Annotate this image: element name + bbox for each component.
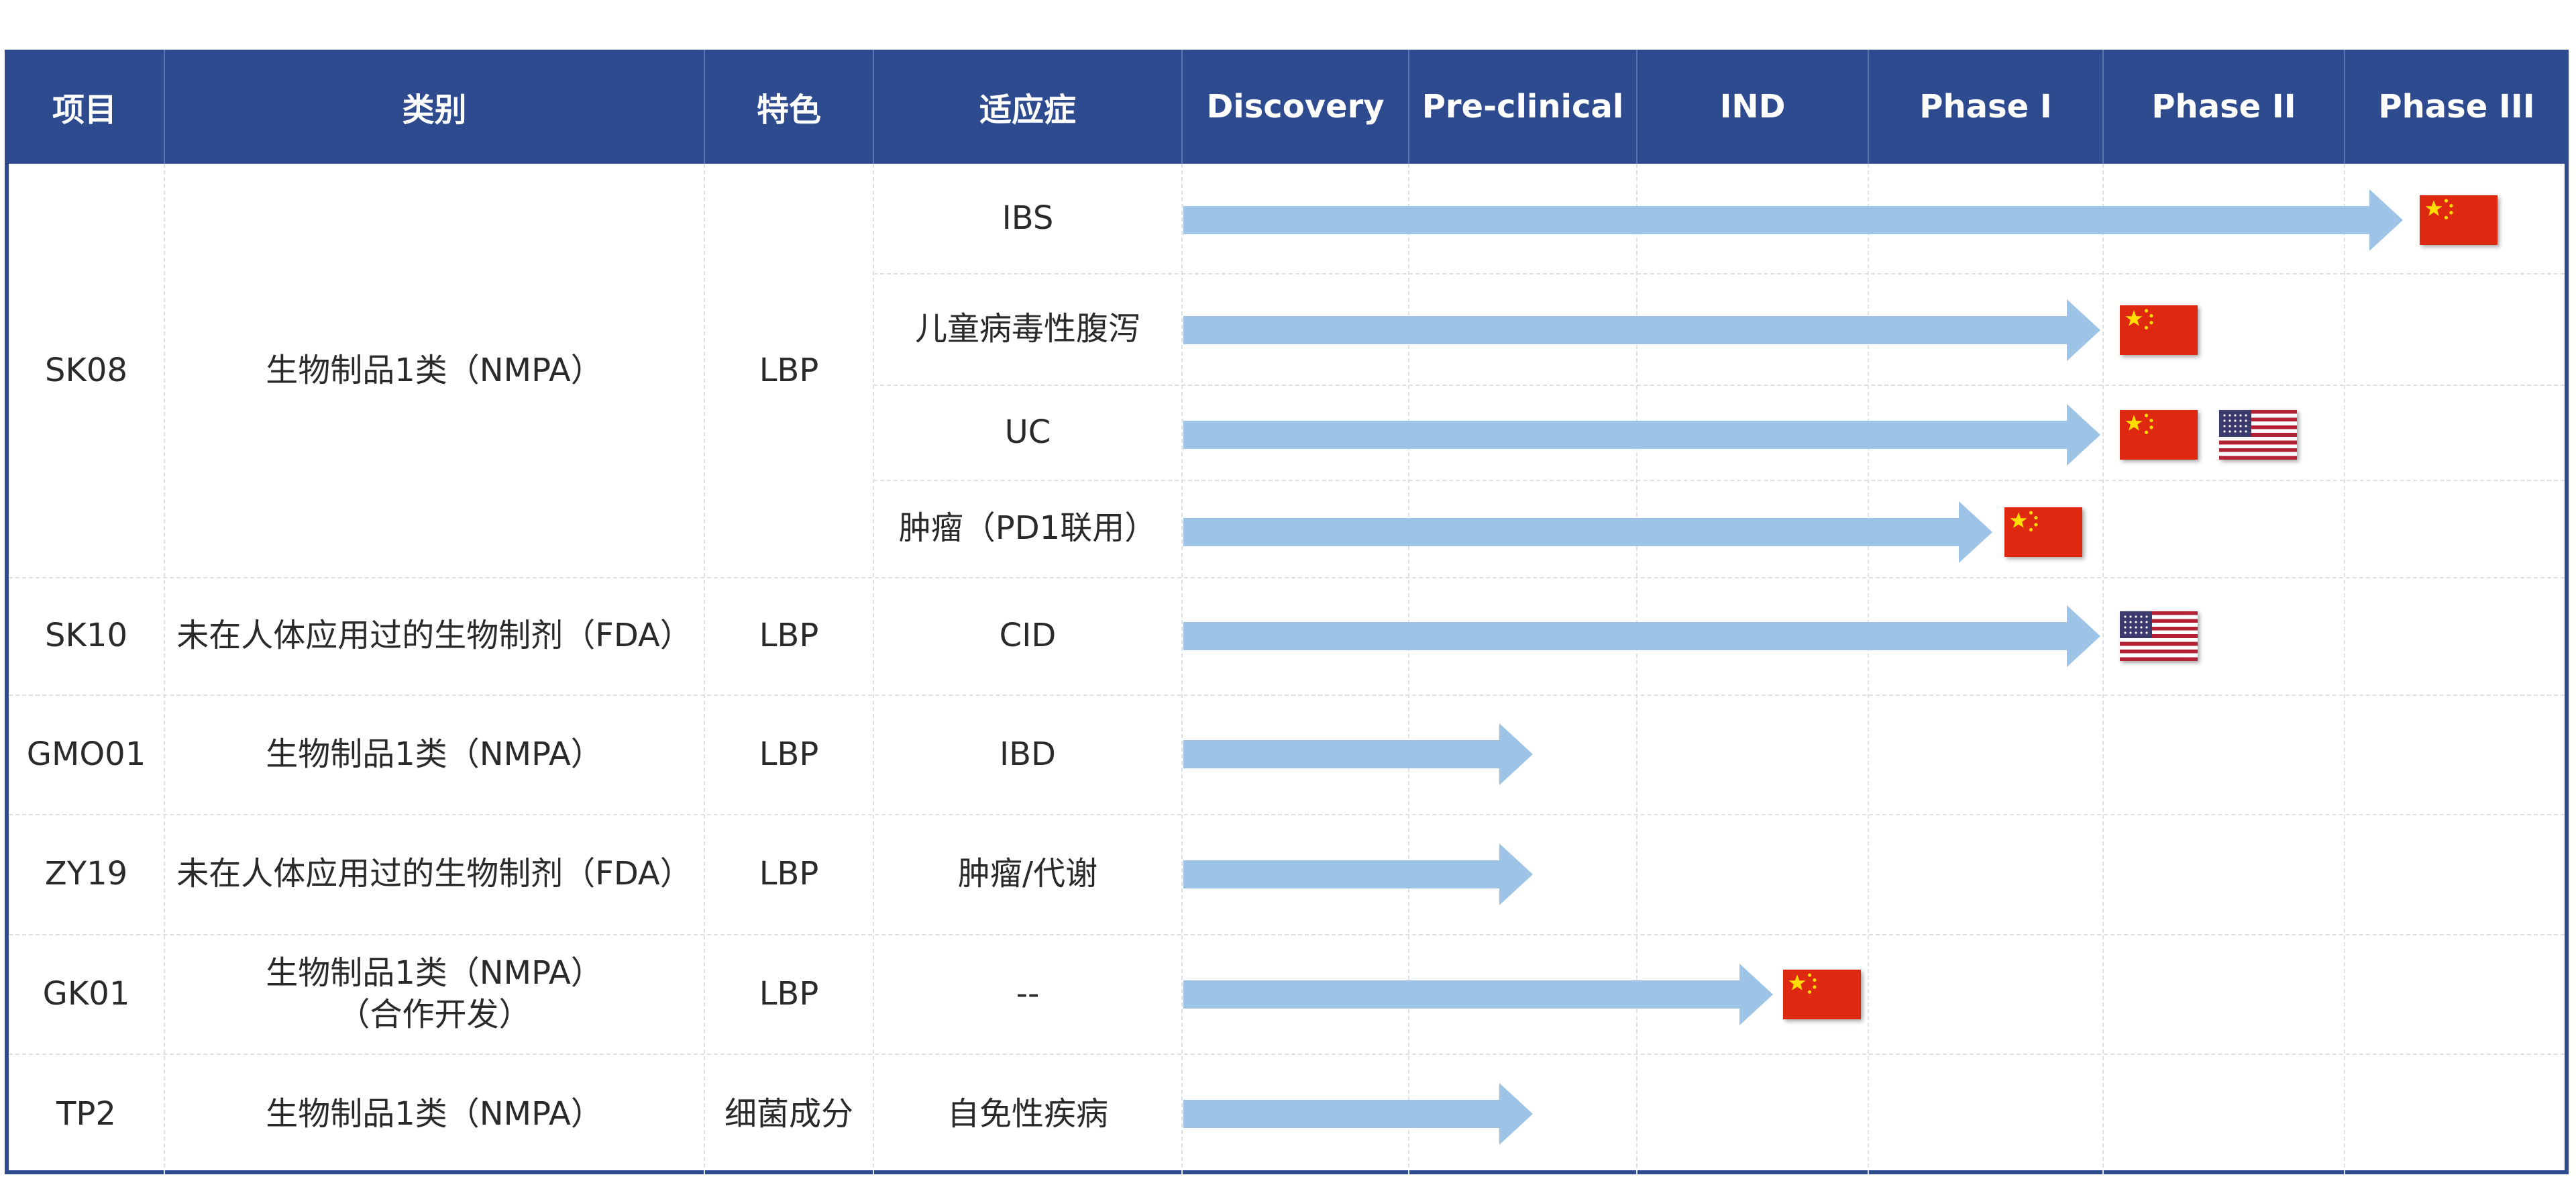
header-discovery: Discovery [1206, 88, 1385, 125]
header-phase1: Phase I [1919, 88, 2052, 125]
progress-arrow [1183, 964, 1773, 1025]
grid-line [873, 385, 2565, 386]
progress-arrow [1183, 605, 2100, 667]
category-cell: 未在人体应用过的生物制剂（FDA） [176, 617, 692, 655]
progress-arrow [1183, 1083, 1533, 1145]
feature-cell: LBP [759, 735, 819, 773]
indication-cell: 肿瘤/代谢 [957, 855, 1098, 893]
project-cell: GK01 [42, 974, 130, 1013]
header-separator [2102, 50, 2104, 164]
header-project: 项目 [52, 91, 117, 129]
category-line: （合作开发） [337, 996, 531, 1033]
table-header [5, 50, 2569, 164]
grid-line [2102, 164, 2104, 1174]
header-separator [2344, 50, 2345, 164]
progress-arrow [1183, 404, 2100, 466]
grid-line [1636, 164, 1638, 1174]
progress-arrow [1183, 299, 2100, 361]
grid-line [704, 164, 705, 1174]
indication-cell: UC [1004, 413, 1051, 451]
indication-cell: -- [1016, 974, 1040, 1013]
grid-line [164, 164, 165, 1174]
grid-line [1408, 164, 1409, 1174]
pipeline-table-frame [5, 50, 2569, 1174]
progress-arrow [1183, 501, 1992, 563]
feature-cell: LBP [759, 617, 819, 655]
grid-line [873, 273, 2565, 274]
usa-flag-icon [2219, 410, 2297, 460]
header-phase2: Phase II [2151, 88, 2296, 125]
header-feature: 特色 [756, 91, 821, 129]
china-flag-icon [2120, 410, 2198, 460]
indication-cell: IBD [999, 735, 1057, 773]
feature-cell: LBP [759, 351, 819, 389]
grid-line [9, 1054, 2565, 1055]
grid-line [9, 695, 2565, 696]
progress-arrow [1183, 723, 1533, 785]
header-phase3: Phase III [2378, 88, 2535, 125]
indication-cell: 自免性疾病 [947, 1094, 1108, 1133]
feature-cell: LBP [759, 974, 819, 1013]
header-separator [1868, 50, 1869, 164]
header-separator [1181, 50, 1183, 164]
header-indication: 适应症 [979, 91, 1076, 129]
china-flag-icon [2420, 195, 2498, 245]
grid-line [873, 164, 874, 1174]
header-separator [1408, 50, 1409, 164]
category-cell: 生物制品1类（NMPA） [266, 351, 603, 389]
header-category: 类别 [402, 91, 467, 129]
header-separator [873, 50, 874, 164]
progress-arrow [1183, 189, 2403, 251]
feature-cell: LBP [759, 855, 819, 893]
usa-flag-icon [2120, 611, 2198, 661]
header-preclinical: Pre-clinical [1421, 88, 1624, 125]
indication-cell: CID [999, 617, 1057, 655]
feature-cell: 细菌成分 [724, 1094, 853, 1133]
indication-cell: 肿瘤（PD1联用） [898, 509, 1157, 548]
header-separator [1636, 50, 1638, 164]
china-flag-icon [2120, 305, 2198, 355]
grid-line [1181, 164, 1183, 1174]
project-cell: SK10 [44, 617, 128, 655]
header-ind: IND [1719, 88, 1786, 125]
header-separator [164, 50, 165, 164]
project-cell: TP2 [56, 1094, 116, 1133]
grid-line [9, 577, 2565, 578]
china-flag-icon [1783, 970, 1861, 1019]
china-flag-icon [2004, 507, 2082, 557]
indication-cell: 儿童病毒性腹泻 [914, 309, 1140, 348]
grid-line [9, 934, 2565, 935]
category-line: 生物制品1类（NMPA） [266, 954, 603, 992]
project-cell: ZY19 [44, 855, 128, 893]
grid-line [1868, 164, 1869, 1174]
category-cell: 未在人体应用过的生物制剂（FDA） [176, 855, 692, 893]
header-separator [704, 50, 705, 164]
category-cell: 生物制品1类（NMPA） [266, 1094, 603, 1133]
project-cell: SK08 [44, 351, 128, 389]
project-cell: GMO01 [26, 735, 146, 773]
indication-cell: IBS [1002, 199, 1054, 238]
progress-arrow [1183, 843, 1533, 905]
grid-line [2344, 164, 2345, 1174]
grid-line [9, 814, 2565, 815]
grid-line [873, 480, 2565, 481]
category-cell: 生物制品1类（NMPA） [266, 735, 603, 773]
category-cell: 生物制品1类（NMPA） （合作开发） [165, 934, 704, 1054]
